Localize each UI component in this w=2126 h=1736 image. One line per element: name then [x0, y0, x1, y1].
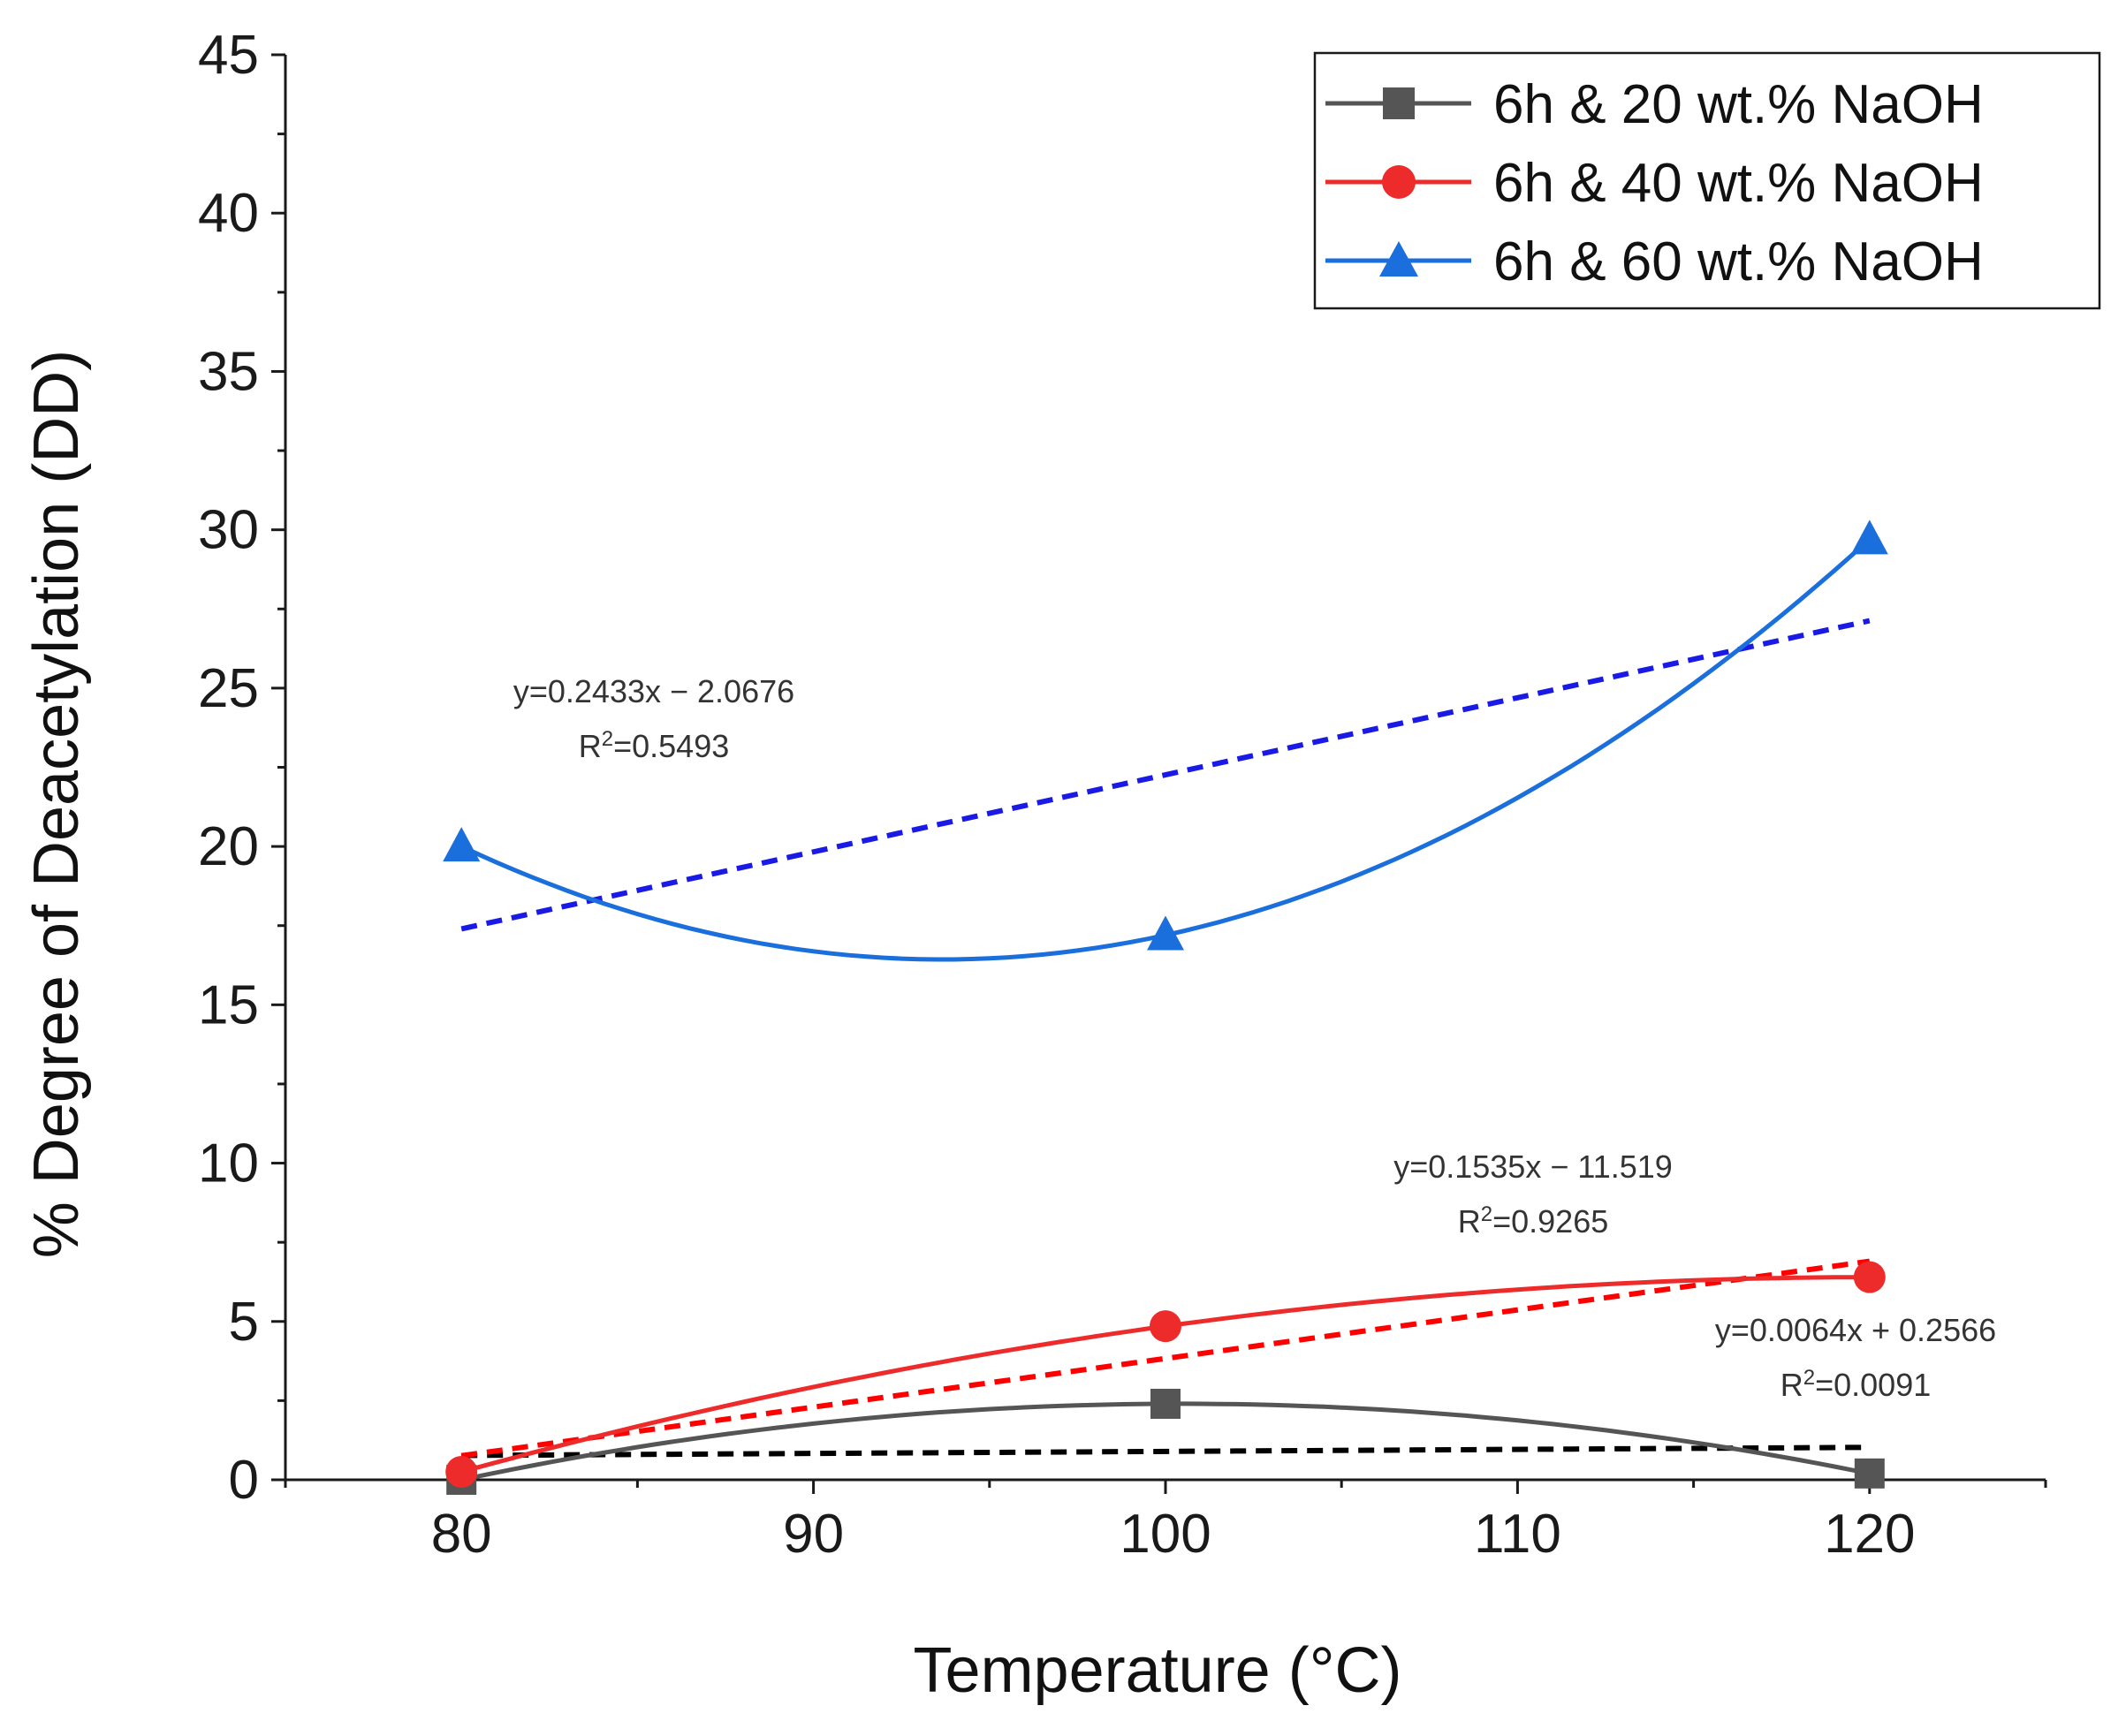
y-tick-label: 5: [229, 1292, 259, 1353]
legend-label-2: 6h & 40 wt.% NaOH: [1493, 153, 1984, 214]
x-tick-label: 110: [1474, 1504, 1561, 1565]
data-point-square: [1150, 1388, 1181, 1419]
legend-label-3: 6h & 60 wt.% NaOH: [1493, 231, 1984, 292]
y-tick-label: 0: [229, 1450, 259, 1511]
legend-label-1: 6h & 20 wt.% NaOH: [1493, 74, 1984, 135]
x-tick-label: 90: [783, 1504, 844, 1565]
trend-r2-2: R2=0.9265: [1458, 1202, 1609, 1240]
data-point-triangle: [443, 827, 481, 862]
y-tick-label: 15: [198, 974, 259, 1035]
trend-equation-1: y=0.0064x + 0.2566: [1715, 1312, 1996, 1348]
legend-marker-triangle: [1379, 241, 1418, 277]
y-tick-label: 35: [198, 341, 259, 402]
legend-marker-circle: [1382, 165, 1416, 199]
trend-r2-3: R2=0.5493: [579, 727, 730, 765]
trend-line-1: [461, 1444, 1870, 1459]
trend-r2-1: R2=0.0091: [1781, 1366, 1932, 1404]
x-tick-label: 120: [1824, 1504, 1915, 1565]
trend-lines: [460, 618, 1871, 1459]
y-tick-label: 30: [198, 500, 259, 561]
trend-line-2: [460, 1258, 1871, 1459]
y-tick-label: 40: [198, 183, 259, 244]
x-tick-label: 100: [1120, 1504, 1211, 1565]
x-tick-label: 80: [431, 1504, 492, 1565]
axes: 0 5 10 15 20 25 30 35 40 45 80 90 100 110 120: [198, 25, 2047, 1565]
trend-equation-2: y=0.1535x − 11.519: [1393, 1148, 1673, 1185]
y-axis-title: % Degree of Deacetylation (DD): [21, 350, 92, 1258]
data-point-circle: [1150, 1310, 1181, 1343]
trend-equation-3: y=0.2433x − 2.0676: [513, 673, 794, 709]
data-point-circle: [445, 1456, 478, 1489]
data-point-triangle: [1850, 519, 1888, 555]
y-tick-label: 20: [198, 816, 259, 877]
legend: 6h & 20 wt.% NaOH 6h & 40 wt.% NaOH 6h &…: [1313, 51, 2101, 310]
data-point-circle: [1853, 1261, 1886, 1293]
legend-marker-square: [1383, 87, 1415, 119]
trend-equations: y=0.0064x + 0.2566 R2=0.0091 y=0.1535x − 1…: [513, 673, 1996, 1403]
x-axis-title: Temperature (°C): [914, 1635, 1402, 1706]
y-tick-label: 25: [198, 658, 259, 719]
data-point-triangle: [1147, 915, 1184, 951]
y-tick-label: 10: [198, 1133, 259, 1194]
data-point-square: [1854, 1458, 1885, 1489]
y-tick-label: 45: [198, 25, 259, 86]
series-markers: [443, 519, 1888, 1495]
trend-line-3: [460, 618, 1871, 932]
